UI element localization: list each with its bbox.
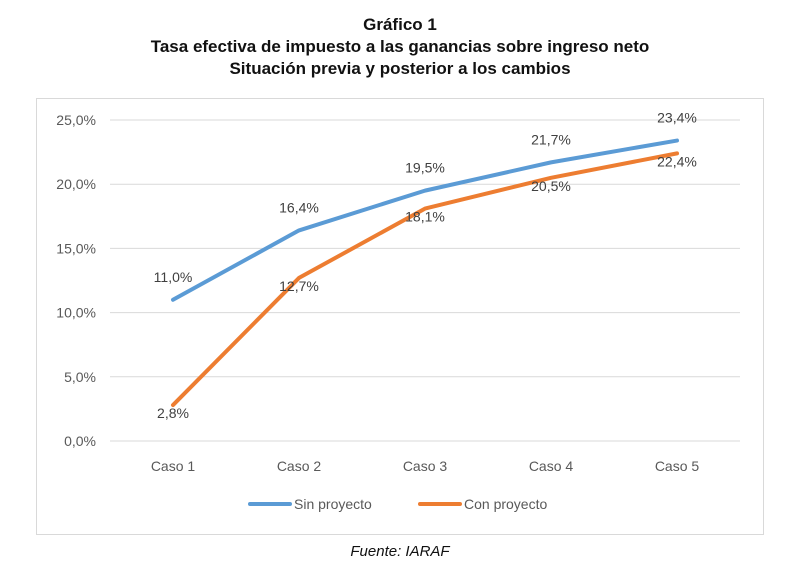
x-tick-label: Caso 5 [655, 458, 700, 474]
y-tick-label: 10,0% [56, 305, 96, 321]
legend: Sin proyecto Con proyecto [248, 496, 547, 512]
y-tick-label: 25,0% [56, 112, 96, 128]
data-label: 19,5% [405, 160, 445, 176]
x-tick-label: Caso 3 [403, 458, 448, 474]
chart-title: Tasa efectiva de impuesto a las ganancia… [150, 37, 650, 56]
chart-frame [36, 98, 764, 535]
x-tick-label: Caso 4 [529, 458, 574, 474]
y-tick-label: 5,0% [64, 369, 96, 385]
series-line-con-proyecto [171, 151, 679, 408]
y-axis-ticks: 0,0% 5,0% 10,0% 15,0% 20,0% 25,0% [56, 112, 96, 449]
data-label: 16,4% [279, 199, 319, 215]
data-label: 23,4% [657, 110, 697, 126]
gridlines [110, 119, 740, 442]
data-labels: 11,0% 16,4% 19,5% 21,7% 23,4% 2,8% 12,7% 18,1% 2… [154, 110, 697, 422]
data-label: 2,8% [157, 405, 189, 421]
data-label: 12,7% [279, 278, 319, 294]
data-label: 18,1% [405, 209, 445, 225]
y-tick-label: 20,0% [56, 176, 96, 192]
data-label: 20,5% [531, 178, 571, 194]
y-tick-label: 15,0% [56, 240, 96, 256]
x-tick-label: Caso 2 [277, 458, 322, 474]
y-tick-label: 0,0% [64, 433, 96, 449]
chart-figure-number: Gráfico 1 [363, 15, 437, 34]
legend-label: Sin proyecto [294, 496, 372, 512]
x-axis-ticks: Caso 1 Caso 2 Caso 3 Caso 4 Caso 5 [151, 458, 700, 474]
data-label: 22,4% [657, 153, 697, 169]
series-line-sin-proyecto [171, 138, 679, 302]
series-lines [171, 138, 679, 408]
chart-title-block: Gráfico 1 Tasa efectiva de impuesto a la… [0, 14, 800, 80]
data-label: 21,7% [531, 131, 571, 147]
data-label: 11,0% [154, 269, 193, 285]
x-tick-label: Caso 1 [151, 458, 196, 474]
legend-label: Con proyecto [464, 496, 547, 512]
source-note: Fuente: IARAF [350, 543, 450, 560]
chart-subtitle: Situación previa y posterior a los cambi… [229, 59, 571, 78]
